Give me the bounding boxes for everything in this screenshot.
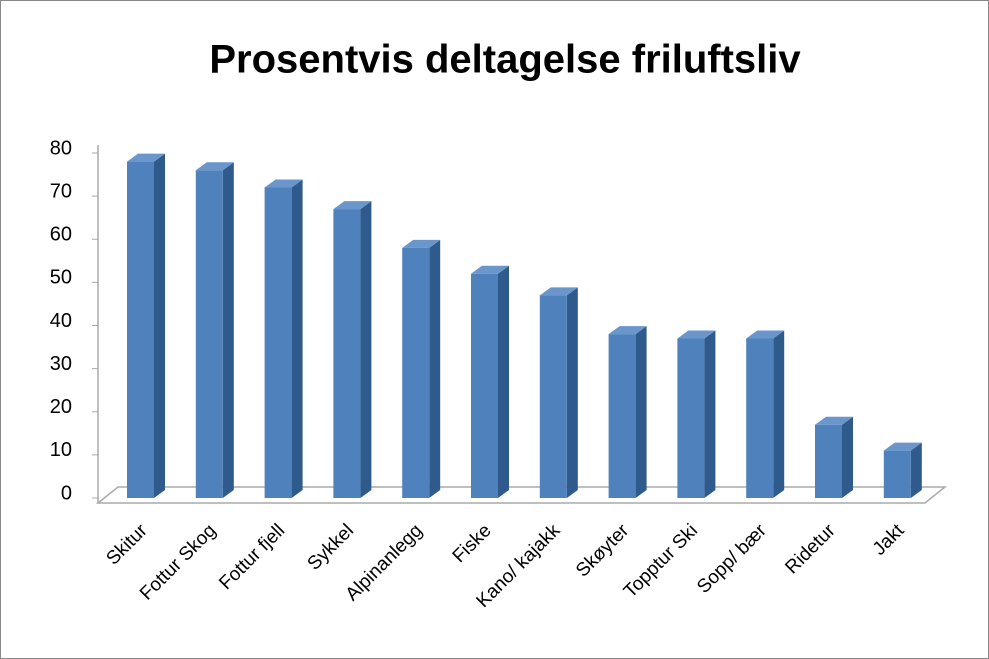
bar-face bbox=[127, 161, 154, 498]
bar-face bbox=[842, 416, 853, 498]
bar bbox=[195, 162, 234, 498]
bar-face bbox=[815, 424, 842, 498]
bar bbox=[402, 239, 441, 498]
bar-face bbox=[291, 179, 303, 498]
bar-face bbox=[704, 330, 716, 498]
bar-face bbox=[333, 201, 372, 210]
bar-face bbox=[402, 239, 441, 248]
bar-face bbox=[222, 162, 234, 498]
bar-face bbox=[566, 287, 578, 498]
y-tick-label: 10 bbox=[50, 439, 72, 461]
bar-face bbox=[264, 187, 292, 498]
bar-face bbox=[815, 416, 853, 425]
y-tick-label: 60 bbox=[50, 224, 72, 246]
bar-face bbox=[883, 450, 911, 498]
bar bbox=[539, 287, 578, 498]
bar-face bbox=[195, 170, 223, 498]
y-tick-label: 80 bbox=[50, 137, 72, 159]
bar-face bbox=[677, 330, 716, 339]
bar bbox=[815, 416, 853, 498]
y-tick-label: 70 bbox=[50, 180, 72, 202]
bar-face bbox=[635, 326, 647, 498]
bar-face bbox=[195, 162, 234, 171]
bar-face bbox=[910, 442, 922, 498]
bar-face bbox=[746, 330, 785, 339]
bar-face bbox=[677, 338, 705, 498]
floor bbox=[95, 486, 948, 504]
bar bbox=[883, 442, 922, 498]
chart-title: Prosentvis deltagelse friluftsliv bbox=[209, 38, 801, 82]
bar-face bbox=[539, 287, 578, 296]
y-tick-label: 40 bbox=[50, 310, 72, 332]
bar-face bbox=[883, 442, 922, 451]
bar-face bbox=[360, 201, 372, 498]
y-tick-label: 50 bbox=[50, 267, 72, 289]
y-tick-label: 30 bbox=[50, 353, 72, 375]
bar-face bbox=[154, 153, 165, 498]
bar-face bbox=[402, 247, 430, 498]
bar-face bbox=[471, 265, 509, 274]
bar-face bbox=[539, 295, 567, 498]
bar bbox=[127, 153, 165, 498]
bar bbox=[471, 265, 509, 498]
bar-face bbox=[773, 330, 785, 498]
bar bbox=[677, 330, 716, 498]
bar-face bbox=[471, 273, 498, 498]
bar-face bbox=[498, 265, 509, 498]
bar-face bbox=[333, 209, 361, 498]
bar-face bbox=[608, 334, 636, 498]
bar-face bbox=[264, 179, 303, 188]
bar-face bbox=[608, 326, 647, 335]
bar bbox=[608, 326, 647, 498]
bar-face bbox=[127, 153, 165, 162]
bar-face bbox=[429, 239, 441, 498]
bar bbox=[264, 179, 303, 498]
bar bbox=[746, 330, 785, 498]
y-tick-label: 0 bbox=[61, 482, 72, 504]
y-tick-label: 20 bbox=[50, 396, 72, 418]
bar bbox=[333, 201, 372, 498]
bar-face bbox=[746, 338, 774, 498]
